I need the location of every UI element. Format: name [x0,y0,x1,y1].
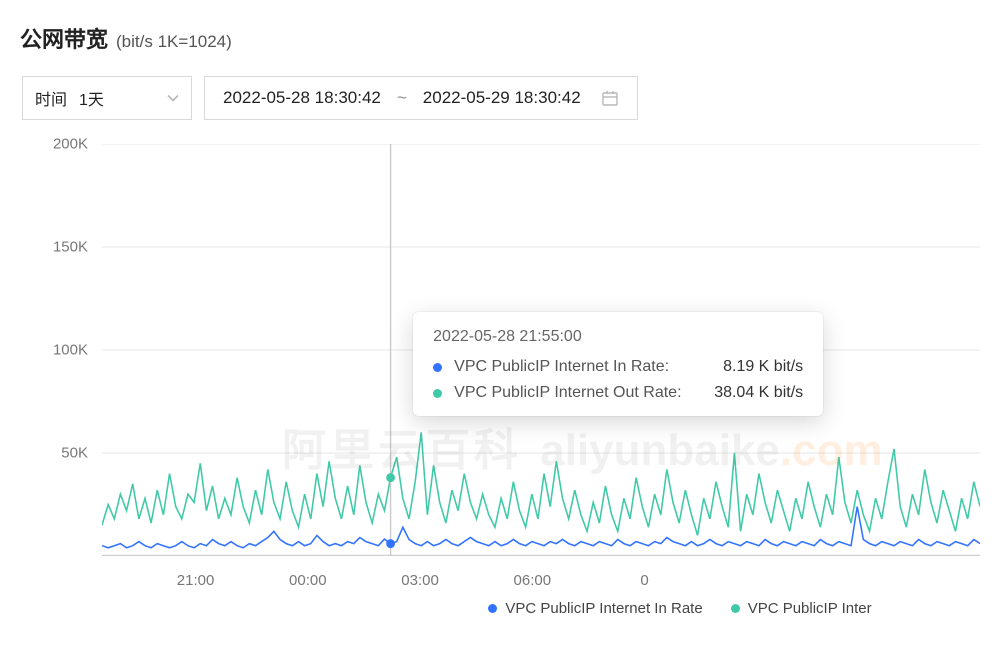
calendar-icon [601,89,619,107]
tooltip-label-out: VPC PublicIP Internet Out Rate: [454,384,691,402]
y-tick-label: 50K [61,445,88,462]
chart-tooltip: 2022-05-28 21:55:00 VPC PublicIP Interne… [413,312,823,416]
x-tick-label: 00:00 [289,572,327,589]
tooltip-row-in: VPC PublicIP Internet In Rate: 8.19 K bi… [433,358,803,376]
time-select-label: 时间 [35,86,67,110]
tooltip-timestamp: 2022-05-28 21:55:00 [433,328,803,346]
date-range-separator: ~ [397,88,407,108]
date-start: 2022-05-28 18:30:42 [223,88,381,108]
bandwidth-chart[interactable]: 50K 100K 150K 200K 阿里云百科 aliyunbaike.com 20… [20,132,980,622]
legend-label: VPC PublicIP Internet In Rate [505,600,702,617]
x-tick-label: 06:00 [514,572,552,589]
legend-label: VPC PublicIP Inter [748,600,872,617]
legend-item[interactable]: VPC PublicIP Internet In Rate [488,600,702,617]
x-tick-label: 21:00 [177,572,215,589]
tooltip-row-out: VPC PublicIP Internet Out Rate: 38.04 K … [433,384,803,402]
dot-icon [731,604,740,613]
chart-legend: VPC PublicIP Internet In Rate VPC PublicI… [20,594,980,622]
title-row: 公网带宽 (bit/s 1K=1024) [20,22,980,54]
bandwidth-panel: 公网带宽 (bit/s 1K=1024) 时间 1天 2022-05-28 18… [0,0,1000,622]
y-axis-labels: 50K100K150K200K [20,144,98,556]
page-subtitle: (bit/s 1K=1024) [116,32,232,52]
chevron-down-icon [167,92,179,104]
x-tick-label: 03:00 [401,572,439,589]
tooltip-label-in: VPC PublicIP Internet In Rate: [454,358,691,376]
date-end: 2022-05-29 18:30:42 [423,88,581,108]
plot-area: 阿里云百科 aliyunbaike.com 2022-05-28 21:55:0… [102,144,980,556]
tooltip-value-out: 38.04 K bit/s [703,384,803,402]
dot-icon [488,604,497,613]
time-select-value: 1天 [79,86,167,110]
x-axis-labels: 21:00 00:00 03:00 06:00 0 [102,572,980,592]
control-row: 时间 1天 2022-05-28 18:30:42 ~ 2022-05-29 1… [22,76,980,120]
legend-item[interactable]: VPC PublicIP Inter [731,600,872,617]
y-tick-label: 100K [53,342,88,359]
date-range-picker[interactable]: 2022-05-28 18:30:42 ~ 2022-05-29 18:30:4… [204,76,638,120]
dot-icon [433,363,442,372]
tooltip-value-in: 8.19 K bit/s [703,358,803,376]
time-range-select[interactable]: 时间 1天 [22,76,192,120]
dot-icon [433,389,442,398]
y-tick-label: 150K [53,239,88,256]
page-title: 公网带宽 [20,22,108,54]
x-tick-label: 0 [640,572,648,589]
y-tick-label: 200K [53,136,88,153]
